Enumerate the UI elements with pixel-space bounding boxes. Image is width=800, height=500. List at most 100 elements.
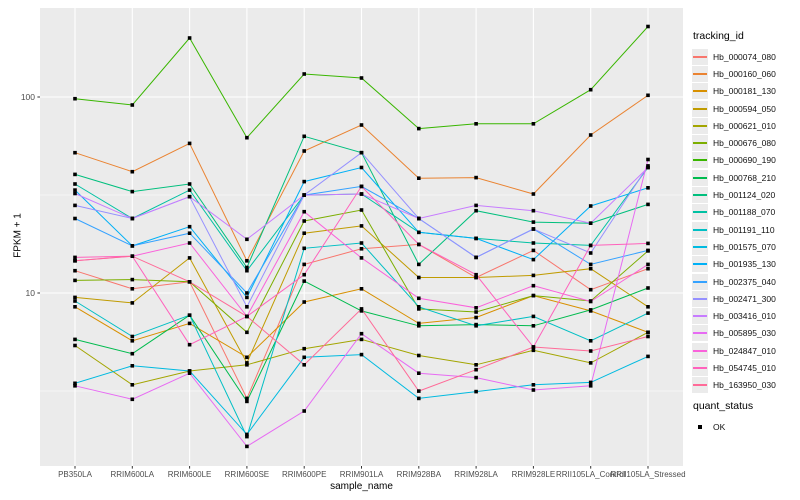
- data-point: [588, 87, 593, 92]
- data-point: [187, 256, 192, 260]
- legend-item: Hb_000594_050: [692, 100, 776, 117]
- data-point: [187, 231, 192, 235]
- data-point: [588, 266, 593, 271]
- legend-quant-status: quant_status OK: [692, 400, 753, 435]
- legend-item-label: Hb_005895_030: [713, 328, 776, 339]
- data-point: [474, 208, 478, 213]
- legend-item-label: Hb_002471_300: [713, 293, 776, 304]
- data-point: [359, 287, 364, 291]
- data-point: [359, 309, 364, 313]
- data-point: [474, 255, 478, 260]
- legend-item: Hb_024847_010: [692, 342, 776, 359]
- data-point: [130, 169, 135, 174]
- data-point: [588, 243, 593, 248]
- legend-item: Hb_001191_110: [692, 221, 776, 238]
- legend-line-icon: [693, 72, 707, 75]
- legend-line-icon: [693, 90, 707, 93]
- data-point: [417, 353, 421, 358]
- data-point: [187, 342, 192, 347]
- legend-item: Hb_000074_080: [692, 48, 776, 65]
- data-point: [474, 310, 478, 314]
- data-point: [646, 311, 650, 315]
- data-point: [531, 293, 536, 298]
- data-point: [359, 184, 364, 189]
- data-point: [302, 346, 306, 351]
- data-point: [531, 248, 536, 253]
- data-point: [474, 375, 478, 380]
- legend2-title: quant_status: [693, 400, 754, 412]
- data-point: [187, 188, 192, 192]
- data-point: [187, 194, 192, 199]
- data-point: [474, 236, 478, 241]
- data-point: [73, 305, 77, 309]
- data-point: [531, 348, 536, 353]
- data-point: [187, 369, 192, 373]
- legend-key-swatch: [692, 325, 708, 342]
- data-point: [588, 308, 593, 312]
- legend-line-icon: [693, 245, 707, 248]
- data-point: [417, 216, 421, 221]
- legend-key-swatch: [692, 342, 708, 359]
- data-point: [646, 248, 650, 253]
- y-tick-label: 10: [26, 288, 36, 298]
- data-point: [130, 397, 135, 402]
- legend-key-swatch: [692, 221, 708, 238]
- data-point: [646, 266, 650, 271]
- legend-key-swatch: [692, 359, 708, 376]
- x-tick-label: PB350LA: [58, 470, 92, 479]
- data-point: [646, 241, 650, 246]
- data-point: [359, 352, 364, 357]
- legend-item: Hb_001575_070: [692, 238, 776, 255]
- data-point: [417, 389, 421, 393]
- data-point: [73, 384, 77, 388]
- data-point: [474, 367, 478, 372]
- legend-key-swatch: [692, 187, 708, 204]
- data-point: [646, 305, 650, 309]
- data-point: [130, 287, 135, 291]
- legend-key-swatch: [692, 83, 708, 100]
- x-tick-label: RRIM600PE: [282, 470, 326, 479]
- data-point: [130, 301, 135, 305]
- legend-key-swatch: [692, 135, 708, 152]
- data-point: [302, 272, 306, 277]
- legend-item-label: Hb_024847_010: [713, 345, 776, 356]
- data-point: [187, 141, 192, 146]
- data-point: [73, 203, 77, 208]
- data-point: [646, 202, 650, 207]
- data-point: [531, 383, 536, 387]
- legend-item: Hb_001188_070: [692, 204, 776, 221]
- data-point: [73, 337, 77, 342]
- data-point: [187, 280, 192, 284]
- legend-item-label: Hb_000074_080: [713, 51, 776, 62]
- data-point: [646, 24, 650, 29]
- legend-item: Hb_001124_020: [692, 186, 776, 204]
- y-tick-label: 100: [21, 92, 35, 102]
- data-point: [302, 149, 306, 153]
- data-point: [417, 371, 421, 375]
- data-point: [359, 337, 364, 342]
- legend-item-label: Hb_003416_010: [713, 311, 776, 322]
- legend-line-icon: [693, 297, 707, 300]
- data-point: [531, 208, 536, 213]
- data-point: [474, 272, 478, 277]
- data-point: [588, 221, 593, 225]
- data-point: [73, 150, 77, 155]
- data-point: [73, 278, 77, 283]
- legend-line-icon: [693, 280, 707, 283]
- legend-item-label: Hb_001191_110: [713, 224, 775, 235]
- legend-item: Hb_005895_030: [692, 325, 776, 342]
- legend-item-label: Hb_001575_070: [713, 241, 776, 252]
- data-point: [302, 363, 306, 367]
- data-point: [130, 244, 135, 248]
- data-point: [531, 192, 536, 196]
- legend-item-label: Hb_000594_050: [713, 103, 776, 114]
- legend-line-icon: [693, 315, 707, 318]
- data-point: [245, 237, 249, 242]
- legend-key-swatch: [692, 419, 708, 435]
- data-point: [73, 259, 77, 263]
- data-point: [130, 277, 135, 282]
- data-point: [245, 295, 249, 300]
- data-point: [417, 296, 421, 301]
- legend-line-icon: [693, 142, 707, 145]
- data-point: [417, 321, 421, 326]
